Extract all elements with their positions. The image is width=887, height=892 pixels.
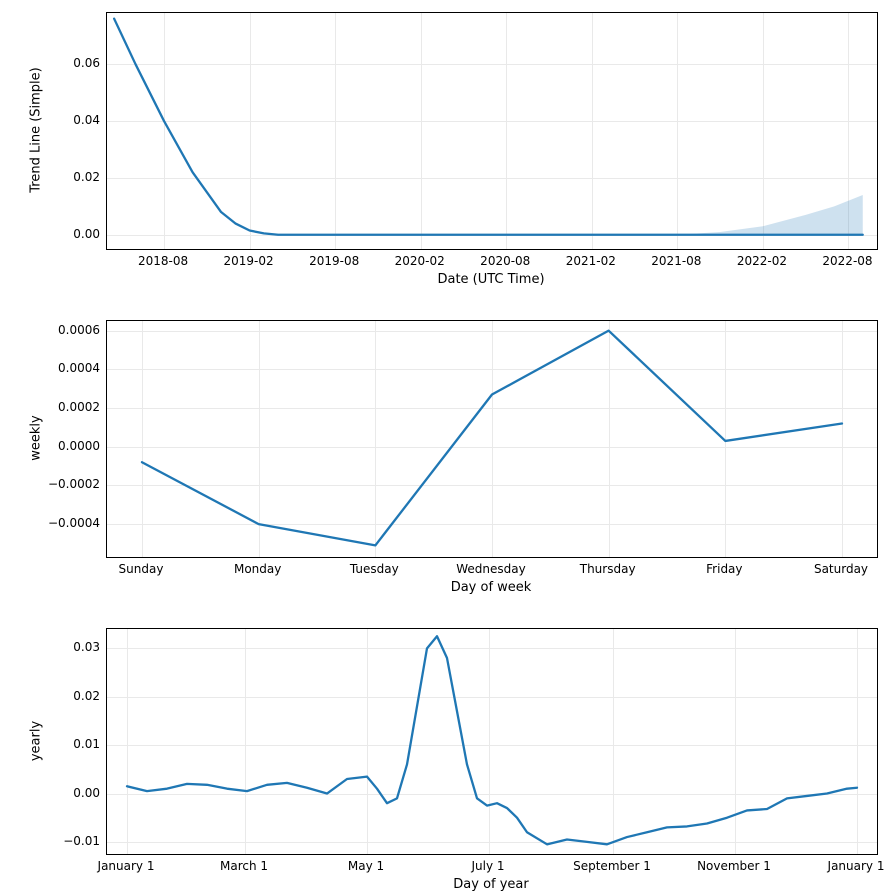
xtick-label: Saturday: [814, 562, 868, 576]
ytick-label: −0.01: [63, 834, 100, 848]
ytick-label: 0.03: [73, 640, 100, 654]
ytick-label: 0.06: [73, 56, 100, 70]
xtick-label: Thursday: [580, 562, 636, 576]
weekly-xlabel: Day of week: [451, 580, 532, 595]
ytick-label: 0.00: [73, 786, 100, 800]
figure-container: 2018-08 2019-02 2019-08 2020-02 2020-08 2021-…: [0, 0, 887, 890]
yearly-ylabel: yearly: [29, 720, 44, 760]
xtick-label: 2019-08: [309, 254, 359, 268]
xtick-label: Wednesday: [456, 562, 525, 576]
yearly-line: [127, 636, 857, 844]
xtick-label: May 1: [348, 859, 384, 873]
yearly-panel: [106, 628, 878, 855]
xtick-label: Friday: [706, 562, 742, 576]
ytick-label: 0.04: [73, 113, 100, 127]
xtick-label: 2022-02: [737, 254, 787, 268]
ytick-label: 0.0004: [58, 361, 100, 375]
yearly-plot: [107, 629, 877, 854]
weekly-plot: [107, 321, 877, 557]
ytick-label: 0.00: [73, 227, 100, 241]
xtick-label: January 1: [828, 859, 885, 873]
trend-fill-area: [677, 195, 862, 235]
trend-plot: [107, 13, 877, 249]
ytick-label: 0.02: [73, 689, 100, 703]
xtick-label: Monday: [234, 562, 281, 576]
ytick-label: 0.0006: [58, 323, 100, 337]
xtick-label: Sunday: [119, 562, 164, 576]
weekly-ylabel: weekly: [29, 415, 44, 460]
xtick-label: 2020-02: [395, 254, 445, 268]
trend-ylabel: Trend Line (Simple): [29, 67, 44, 192]
ytick-label: −0.0002: [48, 477, 100, 491]
xtick-label: Tuesday: [350, 562, 399, 576]
ytick-label: 0.01: [73, 737, 100, 751]
xtick-label: 2018-08: [138, 254, 188, 268]
ytick-label: 0.0000: [58, 439, 100, 453]
trend-line: [114, 19, 863, 235]
xtick-label: July 1: [471, 859, 504, 873]
xtick-label: November 1: [697, 859, 771, 873]
ytick-label: 0.0002: [58, 400, 100, 414]
xtick-label: 2021-08: [651, 254, 701, 268]
trend-panel: [106, 12, 878, 250]
ytick-label: 0.02: [73, 170, 100, 184]
trend-xlabel: Date (UTC Time): [437, 272, 544, 287]
xtick-label: 2021-02: [566, 254, 616, 268]
xtick-label: March 1: [220, 859, 268, 873]
xtick-label: 2019-02: [224, 254, 274, 268]
xtick-label: January 1: [98, 859, 155, 873]
weekly-panel: [106, 320, 878, 558]
weekly-line: [142, 331, 842, 546]
ytick-label: −0.0004: [48, 516, 100, 530]
xtick-label: September 1: [573, 859, 651, 873]
xtick-label: 2020-08: [480, 254, 530, 268]
xtick-label: 2022-08: [822, 254, 872, 268]
